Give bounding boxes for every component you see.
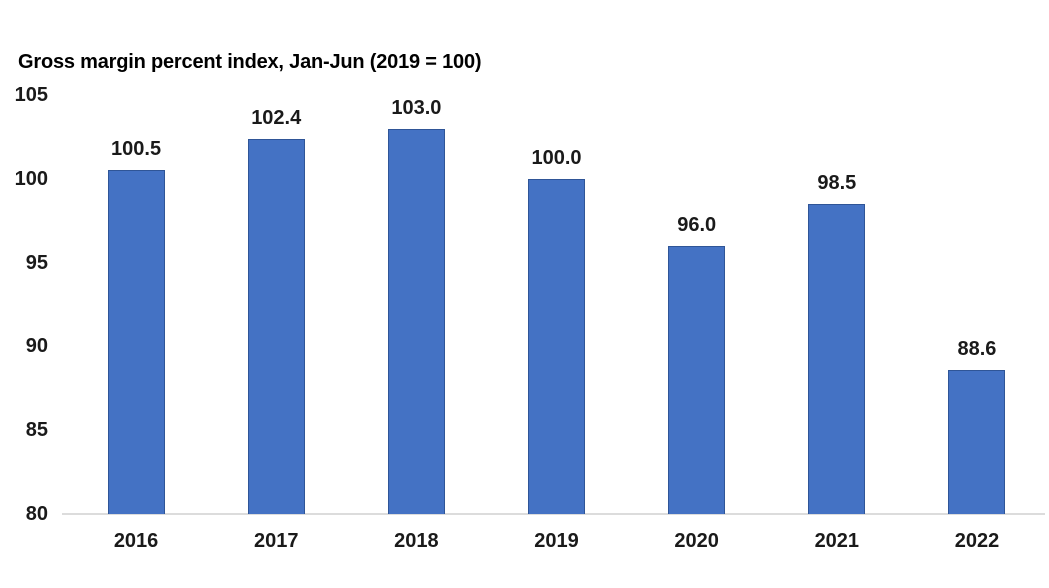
y-axis-tick-label: 100 [14, 167, 48, 190]
bar-2019 [528, 178, 586, 514]
data-label-2022: 88.6 [957, 337, 997, 360]
x-axis-line [62, 513, 1045, 515]
bar-2017 [247, 138, 305, 514]
bar-2016 [107, 170, 165, 514]
data-label-2017: 102.4 [251, 106, 302, 129]
y-axis-tick-label: 90 [25, 335, 48, 358]
data-label-2016: 100.5 [111, 138, 162, 161]
y-axis-tick-label: 105 [14, 84, 48, 106]
y-axis-tick-label: 80 [25, 503, 48, 525]
chart-title: Gross margin percent index, Jan-Jun (201… [18, 51, 482, 73]
data-label-2021: 98.5 [817, 171, 857, 194]
data-label-2020: 96.0 [677, 213, 717, 236]
x-axis-tick-label-2018: 2018 [394, 530, 439, 552]
y-axis-tick-label: 85 [25, 419, 48, 442]
bar-2022 [948, 369, 1006, 514]
data-label-2019: 100.0 [531, 146, 582, 169]
x-axis-tick-label-2022: 2022 [954, 530, 1000, 552]
bar-2020 [668, 245, 726, 514]
x-axis-tick-label-2016: 2016 [113, 530, 159, 552]
x-axis-tick-label-2020: 2020 [674, 530, 719, 552]
bar-2021 [808, 203, 866, 514]
y-axis-tick-label: 95 [25, 251, 48, 274]
bar-2018 [387, 128, 445, 514]
x-axis-tick-label-2017: 2017 [253, 530, 299, 552]
x-axis-tick-label-2021: 2021 [814, 530, 860, 552]
x-axis-tick-label-2019: 2019 [534, 530, 579, 552]
data-label-2018: 103.0 [391, 96, 442, 119]
